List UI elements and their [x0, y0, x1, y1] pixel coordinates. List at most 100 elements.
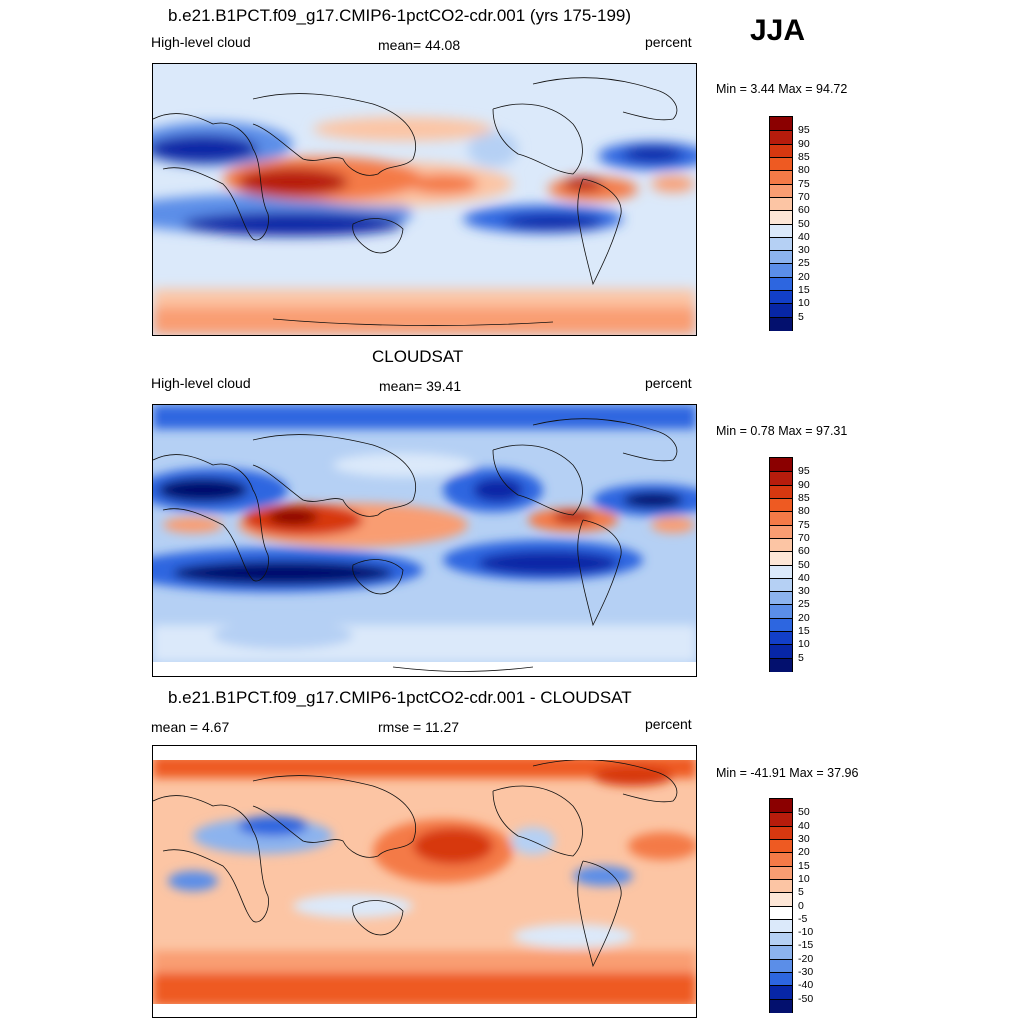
- panel3-min-max: Min = -41.91 Max = 37.96: [716, 766, 859, 780]
- panel3-south-america-negative: [573, 866, 633, 886]
- panel1-colorbar-label: 40: [798, 230, 810, 243]
- panel3-colorbar-label: 40: [798, 819, 810, 832]
- panel3-colorbar-swatch: [770, 905, 792, 920]
- panel1-colorbar-swatch: [770, 303, 792, 318]
- panel3-colorbar-swatch: [770, 799, 792, 813]
- panel2-colorbar-separator: [770, 497, 792, 499]
- panel2-title: CLOUDSAT: [372, 347, 464, 366]
- panel3-colorbar-swatch: [770, 865, 792, 880]
- panel1-colorbar-swatch: [770, 316, 792, 331]
- panel1-colorbar-label: 75: [798, 177, 810, 190]
- panel1-units-label: percent: [645, 34, 692, 50]
- panel1-colorbar-swatch: [770, 170, 792, 185]
- panel3-colorbar-separator: [770, 878, 792, 880]
- panel3-arctic-band: [153, 760, 696, 778]
- panel2-coastlines: [153, 418, 678, 627]
- panel3-colorbar-label: 0: [798, 899, 804, 912]
- panel2-colorbar-label: 15: [798, 625, 810, 638]
- panel1-colorbar-label: 20: [798, 270, 810, 283]
- panel3-colorbar-swatch: [770, 892, 792, 906]
- panel3-colorbar-swatch: [770, 918, 792, 933]
- panel1-colorbar-label: 85: [798, 150, 810, 163]
- panel1-colorbar-label: 10: [798, 297, 810, 310]
- panel1-colorbar-swatch: [770, 156, 792, 171]
- panel2-colorbar-separator: [770, 631, 792, 633]
- panel3-colorbar-swatch: [770, 812, 792, 827]
- panel2-colorbar-separator: [770, 524, 792, 526]
- panel2-colorbar-swatch: [770, 657, 792, 672]
- panel2-colorbar-label: 95: [798, 465, 810, 478]
- panel2-colorbar-separator: [770, 564, 792, 566]
- panel2-units-label: percent: [645, 375, 692, 391]
- panel1-colorbar-label: 30: [798, 244, 810, 257]
- panel1-min-max: Min = 3.44 Max = 94.72: [716, 82, 848, 96]
- panel2-colorbar-label: 30: [798, 585, 810, 598]
- panel1-colorbar-separator: [770, 170, 792, 172]
- panel2-colorbar-swatch: [770, 644, 792, 659]
- panel1-colorbar-label: 80: [798, 164, 810, 177]
- panel3-colorbar: 50 40 30 20 15 10 5 0 -5 -10 -15 -20 -30 -40 -50: [769, 798, 813, 1013]
- panel1-mean-label: mean= 44.08: [378, 37, 461, 53]
- panel1-colorbar-separator: [770, 263, 792, 265]
- panel2-colorbar-swatch: [770, 524, 792, 539]
- panel2-colorbar-separator: [770, 644, 792, 646]
- panel2-colorbar-separator: [770, 577, 792, 579]
- panel3-colorbar-label: -20: [798, 952, 814, 965]
- panel2-colorbar-label: 80: [798, 505, 810, 518]
- panel3-coastlines: [153, 760, 678, 968]
- panel3-colorbar-separator: [770, 865, 792, 867]
- panel1-colorbar-swatch: [770, 143, 792, 158]
- panel1-map: [152, 63, 697, 336]
- panel2-colorbar-swatch: [770, 471, 792, 486]
- panel3-colorbar-label: 50: [798, 806, 810, 819]
- panel1-colorbar-label: 70: [798, 190, 810, 203]
- panel2-colorbar-label: 10: [798, 638, 810, 651]
- panel3-colorbar-swatch: [770, 825, 792, 840]
- panel2-colorbar-separator: [770, 657, 792, 659]
- panel3-colorbar-separator: [770, 932, 792, 934]
- panel1-colorbar-label: 50: [798, 217, 810, 230]
- panel3-map: [152, 745, 697, 1018]
- panel3-colorbar-label: -10: [798, 926, 814, 939]
- panel2-colorbar-separator: [770, 591, 792, 593]
- panel1-colorbar-separator: [770, 156, 792, 158]
- panel1-colorbar-label: 95: [798, 124, 810, 137]
- panel2-mean-label: mean= 39.41: [379, 378, 462, 394]
- panel1-colorbar-swatch: [770, 196, 792, 211]
- panel1-colorbar-separator: [770, 290, 792, 292]
- panel3-colorbar-swatch: [770, 838, 792, 853]
- panel3-colorbar-label: -5: [798, 912, 808, 925]
- panel1-southern-ocean-band: [153, 304, 696, 335]
- panel2-colorbar-swatch: [770, 591, 792, 605]
- panel2-colorbar-separator: [770, 604, 792, 606]
- panel3-rmse-label: rmse = 11.27: [378, 719, 460, 735]
- panel3-colorbar-label: 5: [798, 886, 804, 899]
- panel1-colorbar-separator: [770, 303, 792, 305]
- panel3-colorbar-label: -15: [798, 939, 814, 952]
- panel3-colorbar-swatch: [770, 878, 792, 893]
- panel3-title: b.e21.B1PCT.f09_g17.CMIP6-1pctCO2-cdr.00…: [168, 688, 632, 707]
- panel2-colorbar-label: 20: [798, 611, 810, 624]
- panel1-colorbar-separator: [770, 210, 792, 212]
- panel1-colorbar-label: 25: [798, 257, 810, 270]
- panel3-colorbar-separator: [770, 998, 792, 1000]
- panel3-colorbar-separator: [770, 838, 792, 840]
- panel2-colorbar-separator: [770, 471, 792, 473]
- panel2-colorbar-swatch: [770, 577, 792, 592]
- panel1-colorbar-separator: [770, 236, 792, 238]
- panel2-colorbar-swatch: [770, 497, 792, 512]
- panel2-colorbar-separator: [770, 617, 792, 619]
- panel2-colorbar-swatch: [770, 484, 792, 499]
- panel1-colorbar-swatch: [770, 117, 792, 131]
- panel2-colorbar-swatch: [770, 631, 792, 645]
- panel3-colorbar-separator: [770, 852, 792, 854]
- panel1-colorbar-separator: [770, 316, 792, 318]
- panel3-colorbar-separator: [770, 918, 792, 920]
- panel3-colorbar-label: 30: [798, 832, 810, 845]
- panel1-coastlines: [153, 77, 678, 326]
- panel1-colorbar-label: 60: [798, 204, 810, 217]
- panel3-colorbar-separator: [770, 905, 792, 907]
- panel3-colorbar-separator: [770, 892, 792, 894]
- panel2-colorbar-label: 50: [798, 558, 810, 571]
- panel3-colorbar-swatch: [770, 985, 792, 1000]
